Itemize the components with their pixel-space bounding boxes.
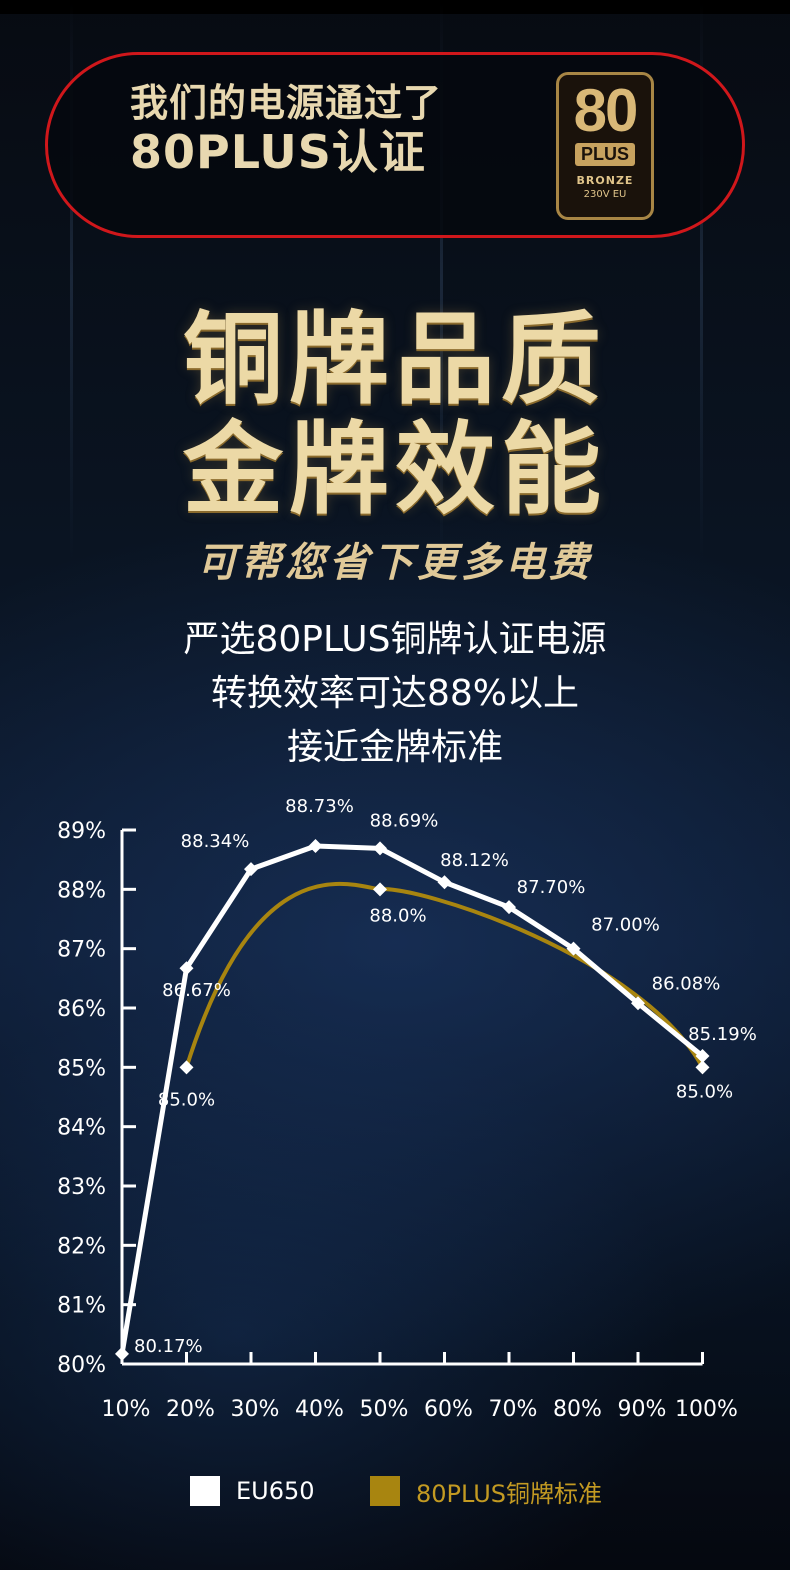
data-point-eu650: [115, 1346, 129, 1361]
x-tick-label: 40%: [295, 1397, 344, 1422]
headline-line-1: 我们的电源通过了: [130, 81, 443, 125]
certification-headline: 我们的电源通过了 80PLUS认证: [130, 81, 490, 179]
light-streak: [440, 0, 443, 560]
y-tick-label: 86%: [57, 997, 106, 1022]
data-label-eu650: 86.67%: [162, 980, 231, 1001]
logo-voltage-text: 230V EU: [583, 189, 627, 200]
data-point-eu650: [437, 875, 452, 890]
logo-plus-text: PLUS: [574, 143, 635, 166]
data-point-eu650: [373, 841, 387, 856]
data-point-eu650: [695, 1049, 710, 1064]
y-tick-label: 89%: [57, 819, 106, 844]
data-point-eu650: [631, 996, 645, 1011]
data-label-eu650: 88.34%: [181, 831, 250, 852]
data-label-bronze-standard: 85.0%: [676, 1081, 733, 1102]
data-point-eu650: [566, 941, 581, 956]
headline-line-2: 80PLUS认证: [130, 124, 426, 179]
y-tick-label: 84%: [57, 1116, 106, 1141]
data-label-eu650: 85.19%: [688, 1024, 757, 1045]
data-label-eu650: 87.00%: [591, 915, 660, 936]
logo-80-text: 80: [573, 77, 639, 144]
legend-swatch-eu650: [190, 1476, 220, 1506]
series-line-eu650: [119, 843, 705, 1355]
data-point-bronze-standard: [179, 1060, 194, 1075]
y-tick-label: 81%: [57, 1294, 106, 1319]
data-label-bronze-standard: 85.0%: [158, 1089, 215, 1110]
data-label-eu650: 86.08%: [652, 973, 721, 994]
data-label-eu650: 88.12%: [440, 850, 509, 871]
data-label-bronze-standard: 88.0%: [369, 905, 426, 926]
description-line-2: 转换效率可达88%以上: [210, 673, 580, 714]
legend-label-eu650: EU650: [236, 1477, 315, 1505]
y-tick-label: 87%: [57, 938, 106, 963]
data-point-eu650: [179, 961, 194, 976]
y-tick-label: 80%: [57, 1353, 106, 1378]
logo-grade-text: BRONZE: [576, 174, 634, 187]
x-tick-label: 30%: [231, 1397, 280, 1422]
x-tick-label: 100%: [675, 1397, 738, 1422]
legend-item-bronze-standard: 80PLUS铜牌标准: [370, 1474, 602, 1508]
subtitle: 可帮您省下更多电费: [197, 540, 593, 586]
top-bar: [0, 0, 790, 14]
80plus-bronze-logo: 80 PLUS BRONZE 230V EU: [556, 72, 654, 220]
title-line-2: 金牌效能: [183, 411, 607, 528]
light-streak: [70, 0, 73, 560]
x-tick-label: 60%: [424, 1397, 473, 1422]
y-tick-label: 85%: [57, 1056, 106, 1081]
legend-swatch-bronze-standard: [370, 1476, 400, 1506]
y-tick-label: 88%: [57, 878, 106, 903]
y-tick-label: 82%: [57, 1234, 106, 1259]
data-label-eu650: 80.17%: [134, 1336, 203, 1357]
x-tick-label: 90%: [618, 1397, 667, 1422]
data-label-eu650: 88.69%: [370, 810, 439, 831]
title-line-1: 铜牌品质: [183, 301, 607, 418]
x-tick-label: 20%: [166, 1397, 215, 1422]
y-tick-label: 83%: [57, 1175, 106, 1200]
x-tick-label: 10%: [102, 1397, 151, 1422]
data-point-eu650: [244, 862, 258, 877]
x-tick-label: 50%: [360, 1397, 409, 1422]
data-label-eu650: 88.73%: [285, 796, 354, 817]
legend-item-eu650: EU650: [190, 1474, 315, 1508]
legend-label-bronze-standard: 80PLUS铜牌标准: [416, 1479, 602, 1508]
description-line-3: 接近金牌标准: [286, 727, 503, 768]
description-line-1: 严选80PLUS铜牌认证电源: [183, 619, 607, 660]
series-line-bronze-standard: [184, 881, 705, 1069]
light-streak: [700, 0, 703, 560]
data-point-bronze-standard: [373, 882, 387, 897]
data-label-eu650: 87.70%: [517, 877, 586, 898]
data-point-eu650: [308, 839, 323, 854]
x-tick-label: 70%: [489, 1397, 538, 1422]
x-tick-label: 80%: [553, 1397, 602, 1422]
data-point-eu650: [502, 900, 516, 915]
data-point-bronze-standard: [695, 1060, 710, 1075]
